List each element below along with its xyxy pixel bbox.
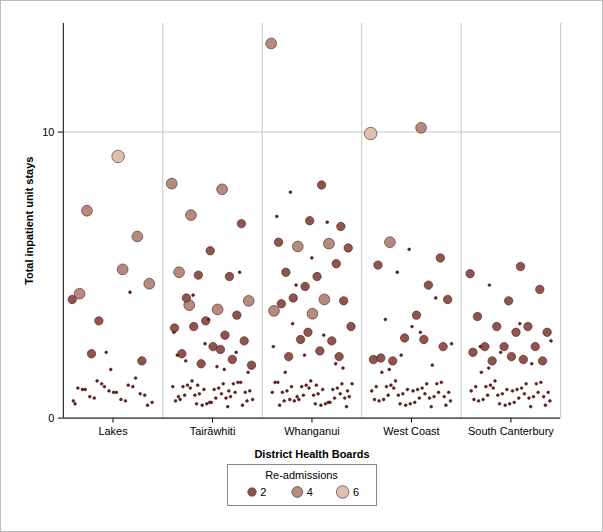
svg-text:Whanganui: Whanganui (284, 425, 339, 437)
svg-text:Tairāwhiti: Tairāwhiti (190, 425, 236, 437)
svg-text:4: 4 (306, 486, 312, 498)
svg-text:West Coast: West Coast (383, 425, 439, 437)
svg-text:0: 0 (48, 412, 54, 424)
svg-text:10: 10 (42, 126, 54, 138)
svg-text:6: 6 (352, 486, 358, 498)
svg-text:District Health Boards: District Health Boards (254, 448, 369, 460)
svg-text:Lakes: Lakes (98, 425, 128, 437)
svg-text:Total inpatient unit stays: Total inpatient unit stays (23, 157, 35, 285)
svg-text:2: 2 (260, 486, 266, 498)
svg-text:South Canterbury: South Canterbury (468, 425, 554, 437)
html-text:Re-admissions: Re-admissions (265, 469, 338, 482)
